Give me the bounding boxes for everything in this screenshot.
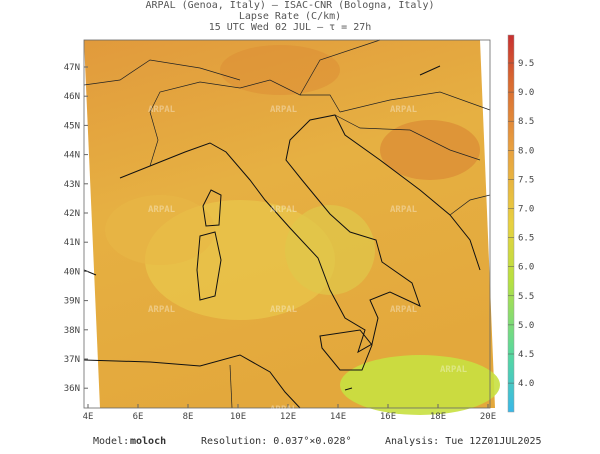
- watermark: ARPAL: [148, 205, 176, 215]
- lat-label: 43N: [64, 180, 80, 190]
- watermark: ARPAL: [390, 205, 418, 215]
- lat-label: 41N: [64, 238, 80, 248]
- colorbar: [507, 34, 515, 413]
- colorbar-label: 4.5: [518, 350, 534, 360]
- lat-label: 47N: [64, 63, 80, 73]
- coastlines: [83, 65, 481, 409]
- lon-label: 14E: [330, 412, 346, 422]
- resolution: Resolution: 0.037°×0.028°: [201, 436, 352, 447]
- colorbar-label: 6.5: [518, 234, 534, 244]
- colorbar-ticks: 9.5 9.0 8.5 8.0 7.5 7.0 6.5 6.0 5.5 5.0 4.5 4.0: [508, 59, 534, 389]
- watermark: ARPAL: [270, 205, 298, 215]
- lat-label: 38N: [64, 326, 80, 336]
- lat-label: 37N: [64, 355, 80, 365]
- lon-label: 12E: [280, 412, 296, 422]
- watermark: ARPAL: [270, 305, 298, 315]
- colorbar-label: 7.5: [518, 175, 534, 185]
- lat-label: 44N: [64, 151, 80, 161]
- colorbar-label: 5.5: [518, 292, 534, 302]
- header-line: Lapse Rate (C/km): [239, 11, 341, 22]
- map-frame: [83, 39, 491, 409]
- lon-label: 6E: [133, 412, 144, 422]
- lon-label: 10E: [230, 412, 246, 422]
- lon-axis: 4E 6E 8E 10E 12E 14E 16E 18E 20E: [83, 404, 496, 422]
- watermark: ARPAL: [270, 105, 298, 115]
- lat-label: 39N: [64, 297, 80, 307]
- lon-label: 16E: [380, 412, 396, 422]
- model-label: Model:: [93, 436, 129, 447]
- lat-label: 45N: [64, 121, 80, 131]
- lon-label: 20E: [480, 412, 496, 422]
- watermark: ARPAL: [148, 305, 176, 315]
- colorbar-label: 7.0: [518, 205, 534, 215]
- watermark: ARPAL: [270, 405, 298, 415]
- colorbar-label: 6.0: [518, 263, 534, 273]
- borders: [83, 39, 491, 409]
- model-name: moloch: [130, 436, 166, 447]
- lon-label: 8E: [183, 412, 194, 422]
- lat-label: 46N: [64, 92, 80, 102]
- colorbar-label: 9.0: [518, 88, 534, 98]
- colorbar-label: 8.5: [518, 117, 534, 127]
- lat-label: 40N: [64, 267, 80, 277]
- lat-label: 36N: [64, 384, 80, 394]
- lat-axis: 47N 46N 45N 44N 43N 42N 41N 40N 39N 38N 37N 36N: [64, 63, 88, 394]
- watermark: ARPAL: [390, 105, 418, 115]
- header-line: 15 UTC Wed 02 JUL — τ = 27h: [209, 22, 372, 33]
- watermark: ARPAL: [440, 365, 468, 375]
- colorbar-label: 4.0: [518, 379, 534, 389]
- colorbar-label: 9.5: [518, 59, 534, 69]
- header-line: ARPAL (Genoa, Italy) — ISAC-CNR (Bologna…: [146, 0, 435, 11]
- watermark: ARPAL: [148, 105, 176, 115]
- watermarks: ARPAL ARPAL ARPAL ARPAL ARPAL ARPAL ARPAL ARPAL…: [148, 105, 468, 415]
- lon-label: 18E: [430, 412, 446, 422]
- field: [84, 40, 500, 415]
- lat-label: 42N: [64, 209, 80, 219]
- colorbar-label: 5.0: [518, 321, 534, 331]
- lon-label: 4E: [83, 412, 94, 422]
- watermark: ARPAL: [390, 305, 418, 315]
- analysis: Analysis: Tue 12Z01JUL2025: [385, 436, 542, 447]
- colorbar-label: 8.0: [518, 146, 534, 156]
